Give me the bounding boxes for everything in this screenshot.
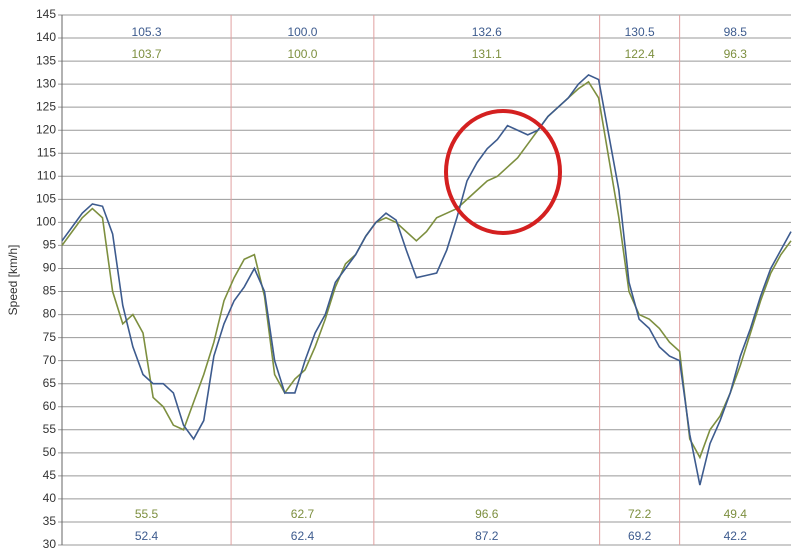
sector-sector-min-label: 62.4: [291, 529, 315, 543]
sector-sector-max-label: 98.5: [724, 25, 748, 39]
speed-line: [61, 73, 792, 486]
sector-sector-min-label: 42.2: [724, 529, 748, 543]
sector-sector-min-label: 62.7: [291, 507, 315, 521]
y-tick-label: 135: [36, 53, 56, 67]
y-tick-label: 130: [36, 76, 56, 90]
sector-sector-max-label: 96.3: [724, 47, 748, 61]
y-tick-label: 35: [43, 514, 57, 528]
y-tick-label: 100: [36, 215, 56, 229]
sector-sector-max-label: 132.6: [472, 25, 502, 39]
sector-sector-max-label: 103.7: [132, 47, 162, 61]
sector-sector-max-label: 100.0: [287, 47, 317, 61]
y-tick-label: 80: [43, 307, 57, 321]
y-tick-label: 120: [36, 122, 56, 136]
highlight-circle: [444, 109, 562, 235]
sector-sector-max-label: 105.3: [132, 25, 162, 39]
y-tick-label: 45: [43, 468, 57, 482]
y-tick-label: 140: [36, 30, 56, 44]
sector-sector-min-label: 87.2: [475, 529, 499, 543]
y-axis-label: Speed [km/h]: [6, 245, 20, 316]
sector-sector-min-label: 69.2: [628, 529, 652, 543]
y-tick-label: 90: [43, 261, 57, 275]
speed-line: [61, 80, 792, 460]
y-tick-label: 145: [36, 7, 56, 21]
y-tick-label: 115: [37, 145, 56, 159]
y-tick-label: 95: [43, 238, 57, 252]
sector-sector-max-label: 130.5: [625, 25, 655, 39]
y-tick-label: 40: [43, 491, 57, 505]
sector-sector-max-label: 131.1: [472, 47, 502, 61]
y-tick-label: 105: [36, 192, 56, 206]
sector-sector-max-label: 122.4: [625, 47, 655, 61]
sector-sector-min-label: 96.6: [475, 507, 499, 521]
sector-sector-min-label: 72.2: [628, 507, 652, 521]
y-tick-label: 60: [43, 399, 57, 413]
y-tick-label: 70: [43, 353, 57, 367]
y-tick-label: 55: [43, 422, 57, 436]
y-tick-label: 85: [43, 284, 57, 298]
y-tick-label: 65: [43, 376, 57, 390]
y-tick-label: 110: [37, 168, 56, 182]
y-tick-label: 125: [36, 99, 56, 113]
sector-sector-min-label: 49.4: [724, 507, 748, 521]
sector-sector-min-label: 52.4: [135, 529, 159, 543]
y-tick-label: 50: [43, 445, 57, 459]
sector-sector-max-label: 100.0: [287, 25, 317, 39]
y-tick-label: 30: [43, 537, 57, 551]
y-tick-label: 75: [43, 330, 57, 344]
sector-sector-min-label: 55.5: [135, 507, 159, 521]
